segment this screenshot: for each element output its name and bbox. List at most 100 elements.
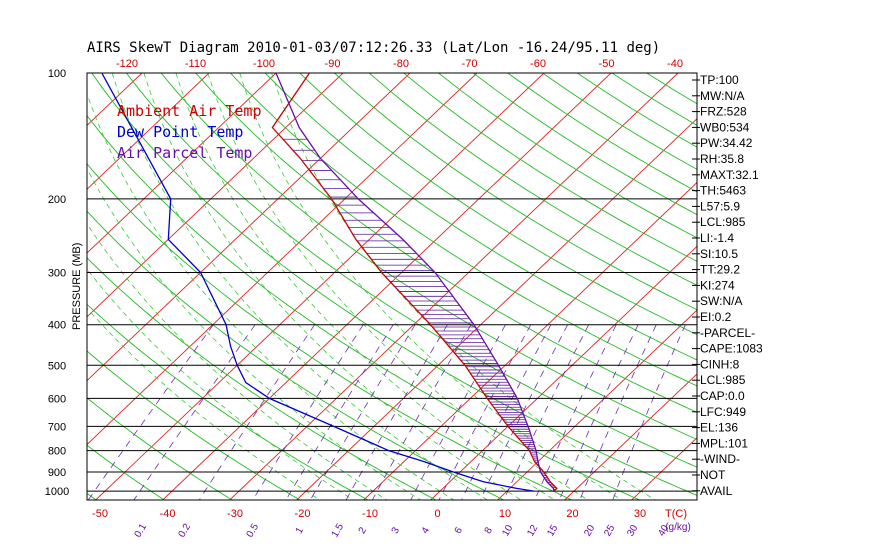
mixing-ratio-line [285,324,394,500]
index-label: LI:-1.4 [700,231,734,245]
diagonal-grid [0,73,697,500]
index-label: LCL:985 [700,215,746,229]
mixing-ratio-line [579,324,657,500]
isotherm-line [87,73,277,254]
index-label: -PARCEL- [700,326,755,340]
mixing-ratio-label: 4 [420,525,433,536]
dry-adiabat-line [368,73,697,286]
dry-adiabat-line [87,397,233,500]
top-axis-ticks: -120 -110 -100 -90 -80 -70 -60 -50 -40 [116,58,683,70]
index-label: TH:5463 [700,184,746,198]
isotherm-line [87,73,344,318]
mixing-ratio-label: 40 [656,523,671,539]
index-label: CINH:8 [700,357,740,371]
index-label: NOT [700,468,726,482]
top-tick-label: -60 [530,58,546,70]
dry-adiabat-line [126,73,697,468]
isotherm-line [430,245,697,500]
mixing-ratio-line [461,324,552,500]
dry-adiabat-line [0,73,28,500]
bottom-unit-label: T(C) [665,508,687,520]
y-axis-label: PRESSURE (MB) [71,243,83,330]
chart-title: AIRS SkewT Diagram 2010-01-03/07:12:26.3… [87,40,660,56]
moist-adiabat-line [87,307,321,500]
isotherm-line [87,73,210,190]
dry-adiabat-line [334,73,697,311]
ambient-air-temp-line [271,73,558,492]
top-tick-label: -90 [325,58,341,70]
mixing-ratio-label: 2 [357,525,370,536]
mixing-ratio-line [198,324,315,500]
mixing-ratio-line [252,324,364,500]
plot-frame [86,72,698,501]
index-label: LFC:949 [700,405,746,419]
mixing-ratio-label: 3 [390,525,403,536]
index-label: FRZ:528 [700,105,747,119]
legend-entry: Dew Point Temp [117,123,243,141]
isotherm-line [0,73,75,500]
mixing-ratio-line [438,324,532,500]
mixing-ratio-line [559,324,639,500]
isotherm-line [95,73,545,500]
mixing-ratio-line [503,324,589,500]
isotherm-line [0,73,8,500]
pressure-ticks: 100 200 300 400 500 600 700 800 900 1000 [45,68,69,498]
pressure-tick-label: 300 [48,268,66,280]
index-label: EI:0.2 [700,310,732,324]
isotherm-line [564,373,697,500]
mixing-ratio-label: 25 [602,523,617,539]
dry-adiabat-line [87,257,437,500]
pressure-tick-label: 400 [48,320,66,332]
top-tick-label: -80 [393,58,409,70]
isotherm-line [497,309,697,500]
dry-adiabat-line [195,73,697,413]
dry-adiabat-line [160,73,697,440]
top-tick-label: -40 [667,58,683,70]
mixing-ratio-line [534,324,617,500]
mixing-ratio-line [612,324,686,500]
legend-entry: Ambient Air Temp [117,102,262,120]
pressure-tick-label: 500 [48,360,66,372]
cape-hatch [283,138,557,490]
bottom-tick-label: 20 [566,508,578,520]
index-label: KI:274 [700,278,735,292]
index-label: RH:35.8 [700,152,744,166]
dry-adiabat-line [87,444,165,500]
mixing-ratio-line [310,324,416,500]
bottom-tick-label: -10 [362,508,378,520]
mixing-ratio-line [480,324,569,500]
index-label: L57:5.9 [700,199,740,213]
bottom-axis-ticks: -50 -40 -30 -20 -10 0 10 20 30 T(C) [92,508,687,520]
isotherm-line [363,181,697,500]
top-tick-label: -70 [462,58,478,70]
moist-adiabat-line [87,167,421,500]
mixing-ratio-label: 1 [294,525,307,536]
moist-adiabat-line [87,92,455,500]
index-label: SI:10.5 [700,247,738,261]
index-label: PW:34.42 [700,136,753,150]
mixing-ratio-line [345,324,448,500]
pressure-tick-label: 800 [48,446,66,458]
index-label: MAXT:32.1 [700,168,759,182]
index-label: TT:29.2 [700,263,740,277]
top-tick-label: -100 [253,58,275,70]
index-label: CAPE:1083 [700,342,763,356]
dry-adiabat-line [299,73,697,336]
isotherm-line [229,73,679,500]
pressure-tick-label: 700 [48,421,66,433]
moist-adiabat-line [87,223,388,500]
pressure-tick-label: 900 [48,467,66,479]
mixing-ratio-label: 0.5 [245,522,262,540]
top-tick-label: -110 [185,58,206,70]
pressure-tick-label: 100 [48,68,66,80]
bottom-tick-label: -50 [92,508,108,520]
dry-adiabat-line [87,163,572,500]
mixing-ratio-label: 8 [483,525,496,536]
pressure-tick-label: 200 [48,194,66,206]
moist-adiabat-line [207,73,589,500]
mixing-ratio-line [410,324,506,500]
isotherm-line [87,73,411,382]
dew-point-temp-line [101,73,534,492]
air-parcel-temp-line [275,73,555,492]
